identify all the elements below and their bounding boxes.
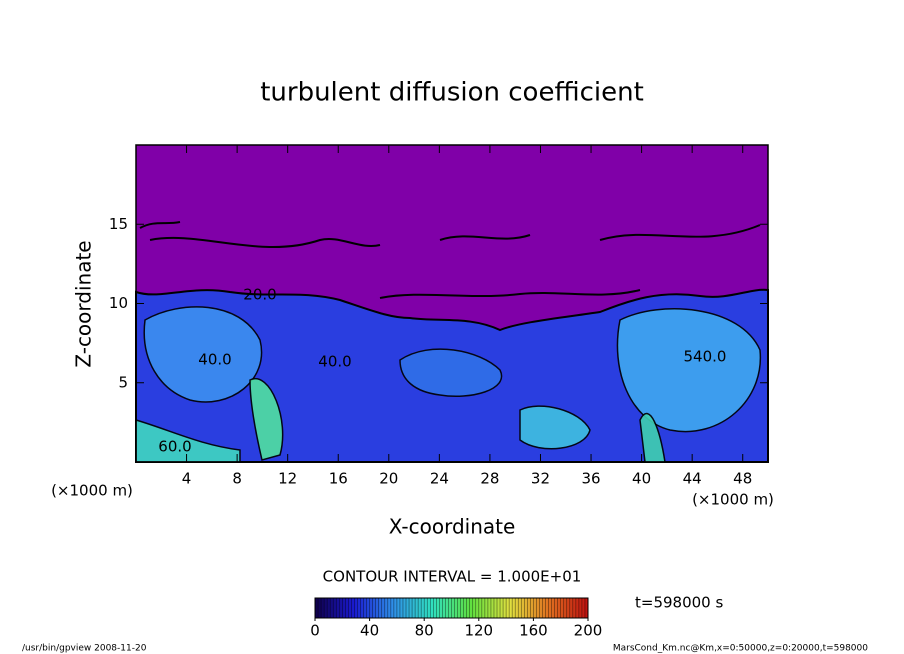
field-patch — [249, 377, 284, 461]
contour-label: 540.0 — [684, 348, 727, 366]
x-tick-label: 20 — [379, 470, 398, 488]
colorbar-tick-label: 40 — [360, 622, 379, 640]
contour-line — [599, 224, 761, 241]
contour-interval: CONTOUR INTERVAL = 1.000E+01 — [323, 568, 582, 586]
x-tick-label: 28 — [480, 470, 499, 488]
x-tick-label: 48 — [733, 470, 752, 488]
contour-line — [149, 236, 381, 248]
x-tick-label: 12 — [278, 470, 297, 488]
contour-line — [379, 289, 641, 299]
y-unit-label: (×1000 m) — [51, 482, 133, 500]
x-tick-label: 16 — [329, 470, 348, 488]
field-patch — [399, 348, 503, 397]
x-axis-label: X-coordinate — [389, 515, 516, 539]
x-unit-label: (×1000 m) — [692, 491, 774, 509]
y-tick-label: 15 — [109, 215, 128, 233]
colorbar-tick-label: 200 — [574, 622, 603, 640]
x-tick-label: 40 — [632, 470, 651, 488]
colorbar-tick-label: 80 — [415, 622, 434, 640]
x-tick-label: 4 — [182, 470, 192, 488]
contour-line — [439, 234, 531, 241]
x-tick-label: 24 — [430, 470, 449, 488]
field — [135, 145, 769, 463]
chart-title: turbulent diffusion coefficient — [260, 78, 644, 108]
contour-line — [139, 221, 181, 229]
colorbar-tick-label: 0 — [310, 622, 320, 640]
contour-label: 60.0 — [158, 438, 191, 456]
colorbar-tick-label: 160 — [519, 622, 548, 640]
y-tick-label: 10 — [109, 294, 128, 312]
contour-label: 40.0 — [198, 351, 231, 369]
x-tick-label: 32 — [531, 470, 550, 488]
x-tick-label: 8 — [232, 470, 242, 488]
contour-label: 40.0 — [318, 353, 351, 371]
y-tick-label: 5 — [118, 373, 128, 391]
field-patch — [616, 308, 762, 433]
contour-label: 20.0 — [243, 286, 276, 304]
footer-right: MarsCond_Km.nc@Km,x=0:50000,z=0:20000,t=… — [613, 644, 868, 654]
field-patch — [135, 418, 241, 463]
colorbar-tick-label: 120 — [464, 622, 493, 640]
field-patch — [519, 405, 591, 450]
footer-left: /usr/bin/gpview 2008-11-20 — [22, 644, 147, 654]
time-label: t=598000 s — [635, 594, 723, 612]
x-tick-label: 44 — [683, 470, 702, 488]
x-tick-label: 36 — [581, 470, 600, 488]
y-axis-label: Z-coordinate — [72, 240, 96, 367]
